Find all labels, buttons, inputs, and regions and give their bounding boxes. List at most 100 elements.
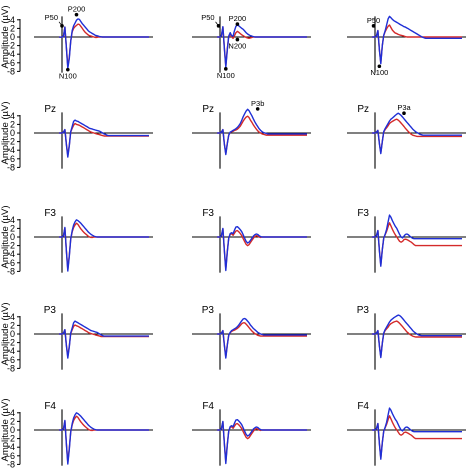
component-label: N100	[59, 72, 77, 81]
series-line-red	[372, 222, 462, 266]
component-label: P200	[68, 5, 86, 14]
y-axis-label: Amplitude (µV)	[0, 302, 11, 365]
series-line-red	[372, 415, 462, 459]
electrode-label: F4	[202, 401, 214, 412]
series-line-red	[372, 24, 462, 64]
series-line-blue	[217, 24, 307, 68]
y-tick-label: 0	[10, 32, 15, 42]
component-marker	[377, 64, 382, 69]
electrode-label: F4	[44, 401, 56, 412]
y-tick-label: -4	[7, 442, 15, 452]
series-line-blue	[59, 119, 149, 158]
y-tick-label: 2	[10, 320, 15, 330]
component-leader	[215, 21, 219, 27]
y-tick-label: -2	[7, 41, 15, 51]
series-line-blue	[372, 407, 462, 460]
component-label: P50	[367, 16, 380, 25]
component-marker	[255, 107, 260, 111]
series-line-red	[217, 115, 307, 155]
electrode-label: Pz	[202, 104, 214, 115]
y-tick-label: 0	[10, 329, 15, 339]
component-marker	[371, 24, 376, 28]
panel-r5-c2: F4	[192, 401, 311, 466]
component-label: N100	[217, 71, 235, 80]
series-line-blue	[372, 15, 462, 65]
series-line-blue	[59, 18, 149, 70]
panel-r5-c3: F4	[347, 401, 466, 466]
series-line-red	[217, 421, 307, 463]
panel-r2-c2: Pz P3b	[192, 99, 311, 169]
y-axis-label: Amplitude (µV)	[0, 5, 11, 68]
y-tick-label: -4	[7, 49, 15, 59]
component-marker	[74, 12, 79, 17]
series-line-blue	[59, 219, 149, 272]
y-tick-label: 4	[10, 312, 15, 322]
y-tick-label: 0	[10, 425, 15, 435]
series-line-blue	[372, 314, 462, 359]
series-line-red	[372, 118, 462, 154]
component-label: P50	[45, 13, 58, 22]
component-label: P3a	[397, 103, 411, 112]
panel-r2-c1: Pz	[34, 104, 153, 169]
series-line-red	[59, 122, 149, 157]
panel-r4-c1: P3	[34, 305, 153, 370]
component-leader	[58, 21, 63, 27]
y-tick-label: -2	[7, 434, 15, 444]
y-tick-label: 2	[10, 416, 15, 426]
component-marker	[66, 67, 70, 72]
electrode-label: F4	[357, 401, 369, 412]
electrode-label: Pz	[357, 104, 369, 115]
series-line-red	[372, 320, 462, 358]
series-line-blue	[59, 412, 149, 465]
y-tick-label: -6	[7, 258, 15, 268]
series-line-red	[59, 324, 149, 358]
panel-r4-c3: P3	[347, 305, 466, 370]
y-tick-label: -8	[7, 162, 15, 172]
component-marker	[402, 111, 406, 116]
y-tick-label: 4	[10, 408, 15, 418]
electrode-label: Pz	[44, 104, 56, 115]
component-label: P200	[229, 14, 247, 23]
y-tick-label: -4	[7, 145, 15, 155]
y-axis-label: Amplitude (µV)	[0, 205, 11, 268]
electrode-label: F3	[202, 208, 214, 219]
y-tick-label: -8	[7, 363, 15, 373]
series-line-blue	[217, 317, 307, 359]
series-line-blue	[217, 419, 307, 465]
panel-r2-c3: Pz P3a	[347, 103, 466, 169]
y-tick-label: -2	[7, 137, 15, 147]
component-label: P50	[201, 13, 214, 22]
series-line-blue	[372, 112, 462, 155]
y-tick-label: -8	[7, 266, 15, 276]
series-line-red	[217, 228, 307, 270]
y-tick-label: 0	[10, 128, 15, 138]
y-tick-label: -4	[7, 249, 15, 259]
y-tick-label: 0	[10, 232, 15, 242]
y-axis-label: Amplitude (µV)	[0, 101, 11, 164]
electrode-label: F3	[44, 208, 56, 219]
component-marker	[224, 67, 228, 71]
component-label: N200	[228, 42, 246, 51]
series-line-blue	[217, 226, 307, 272]
electrode-label: F3	[357, 208, 369, 219]
y-tick-label: 4	[10, 215, 15, 225]
y-tick-label: 2	[10, 23, 15, 33]
component-marker	[235, 37, 240, 42]
panel-r3-c2: F3	[192, 208, 311, 273]
y-tick-label: -6	[7, 154, 15, 164]
y-tick-label: 2	[10, 119, 15, 129]
panel-r1-c2: P50 P200 N200 N100	[192, 13, 311, 80]
panel-r1-c3: P50 N100	[347, 15, 466, 77]
panel-r3-c1: F3	[34, 208, 153, 273]
panel-r5-c1: F4	[34, 401, 153, 466]
series-line-blue	[217, 108, 307, 156]
y-tick-label: -4	[7, 346, 15, 356]
y-tick-label: -8	[7, 459, 15, 469]
panel-r3-c3: F3	[347, 208, 466, 273]
y-tick-label: -2	[7, 241, 15, 251]
